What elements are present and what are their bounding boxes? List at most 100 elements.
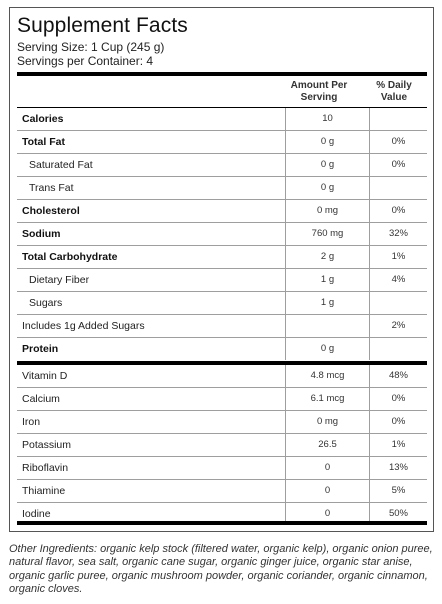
column-header-amount: Amount Per Serving xyxy=(278,80,360,104)
nutrient-daily-value: 0% xyxy=(391,136,406,147)
column-divider xyxy=(369,223,370,245)
nutrient-row: Sodium 760 mg 32% xyxy=(17,223,427,246)
nutrient-amount: 0 xyxy=(324,508,331,519)
column-divider xyxy=(369,292,370,314)
column-divider xyxy=(285,246,286,268)
nutrient-amount: 6.1 mcg xyxy=(310,393,345,404)
nutrient-name: Iodine xyxy=(22,508,51,520)
column-header-amount-line1: Amount Per xyxy=(290,80,348,91)
column-divider xyxy=(369,434,370,456)
nutrient-name: Protein xyxy=(22,343,59,355)
nutrient-name: Sodium xyxy=(22,228,61,240)
nutrient-name: Thiamine xyxy=(22,485,66,497)
column-header-dv-line1: % Daily xyxy=(376,80,412,91)
column-divider xyxy=(369,131,370,153)
column-divider xyxy=(285,269,286,291)
nutrient-amount: 0 mg xyxy=(316,205,339,216)
column-divider xyxy=(369,269,370,291)
column-divider xyxy=(285,131,286,153)
nutrient-name: Total Fat xyxy=(22,136,65,148)
nutrient-amount: 0 g xyxy=(320,343,335,354)
column-divider xyxy=(285,434,286,456)
nutrient-row: Sugars 1 g xyxy=(17,292,427,315)
column-divider xyxy=(285,480,286,502)
column-divider xyxy=(369,503,370,525)
nutrient-daily-value: 0% xyxy=(391,393,406,404)
nutrient-row: Iron 0 mg 0% xyxy=(17,411,427,434)
nutrient-row: Total Carbohydrate 2 g 1% xyxy=(17,246,427,269)
nutrient-daily-value: 0% xyxy=(391,416,406,427)
nutrient-name: Sugars xyxy=(29,297,63,309)
nutrient-daily-value: 48% xyxy=(388,370,408,381)
nutrient-row: Includes 1g Added Sugars 2% xyxy=(17,315,427,338)
serving-size: Serving Size: 1 Cup (245 g) xyxy=(17,40,165,54)
nutrient-row: Protein 0 g xyxy=(17,338,427,361)
nutrient-amount xyxy=(286,315,369,337)
column-divider xyxy=(285,154,286,176)
column-divider xyxy=(369,177,370,199)
nutrient-name: Total Carbohydrate xyxy=(22,251,118,263)
middle-thick-divider xyxy=(17,361,427,365)
nutrient-name: Iron xyxy=(22,416,41,428)
column-divider xyxy=(369,411,370,433)
column-divider xyxy=(285,223,286,245)
nutrient-name: Dietary Fiber xyxy=(29,274,90,286)
nutrient-daily-value: 13% xyxy=(388,462,408,473)
nutrient-amount: 2 g xyxy=(320,251,335,262)
column-divider xyxy=(369,457,370,479)
nutrient-row: Calcium 6.1 mcg 0% xyxy=(17,388,427,411)
column-divider xyxy=(285,292,286,314)
nutrient-name: Potassium xyxy=(22,439,72,451)
nutrient-row: Vitamin D 4.8 mcg 48% xyxy=(17,365,427,388)
nutrient-daily-value xyxy=(370,108,427,130)
column-header-dv-line2: Value xyxy=(380,92,408,103)
nutrient-name: Calcium xyxy=(22,393,60,405)
bottom-thick-divider xyxy=(17,521,427,525)
nutrient-row: Saturated Fat 0 g 0% xyxy=(17,154,427,177)
column-header-rule xyxy=(17,107,427,108)
nutrient-amount: 0 xyxy=(324,485,331,496)
nutrient-amount: 0 g xyxy=(320,159,335,170)
column-divider xyxy=(369,480,370,502)
nutrient-daily-value: 4% xyxy=(391,274,406,285)
supplement-facts-panel: Supplement Facts Serving Size: 1 Cup (24… xyxy=(9,7,434,532)
nutrient-name: Calories xyxy=(22,113,64,125)
column-divider xyxy=(369,154,370,176)
nutrient-amount: 1 g xyxy=(320,297,335,308)
servings-per-container: Servings per Container: 4 xyxy=(17,54,154,68)
nutrient-row: Iodine 0 50% xyxy=(17,503,427,526)
column-divider xyxy=(285,315,286,337)
nutrient-daily-value: 50% xyxy=(388,508,408,519)
nutrient-amount: 0 g xyxy=(320,136,335,147)
column-divider xyxy=(285,177,286,199)
nutrient-daily-value xyxy=(370,177,427,199)
column-divider xyxy=(369,200,370,222)
column-divider xyxy=(285,200,286,222)
nutrient-amount: 4.8 mcg xyxy=(310,370,345,381)
column-divider xyxy=(285,411,286,433)
column-divider xyxy=(369,338,370,360)
nutrient-daily-value: 0% xyxy=(391,205,406,216)
nutrient-name: Trans Fat xyxy=(29,182,74,194)
nutrient-daily-value: 1% xyxy=(391,251,406,262)
nutrient-amount: 10 xyxy=(322,113,333,124)
nutrient-daily-value: 0% xyxy=(391,159,406,170)
nutrient-daily-value xyxy=(370,292,427,314)
column-divider xyxy=(369,365,370,387)
column-divider xyxy=(285,388,286,410)
column-divider xyxy=(285,503,286,525)
nutrient-amount: 1 g xyxy=(320,274,335,285)
nutrient-daily-value xyxy=(370,338,427,360)
nutrient-row: Trans Fat 0 g xyxy=(17,177,427,200)
column-divider xyxy=(369,108,370,130)
nutrient-amount: 0 mg xyxy=(316,416,339,427)
column-divider xyxy=(285,365,286,387)
nutrient-daily-value: 32% xyxy=(388,228,408,239)
nutrient-row: Thiamine 0 5% xyxy=(17,480,427,503)
nutrient-daily-value: 1% xyxy=(391,439,406,450)
panel-title: Supplement Facts xyxy=(17,14,188,37)
nutrient-amount: 0 g xyxy=(320,182,335,193)
nutrient-daily-value: 2% xyxy=(391,320,406,331)
column-divider xyxy=(369,246,370,268)
nutrient-name: Riboflavin xyxy=(22,462,69,474)
